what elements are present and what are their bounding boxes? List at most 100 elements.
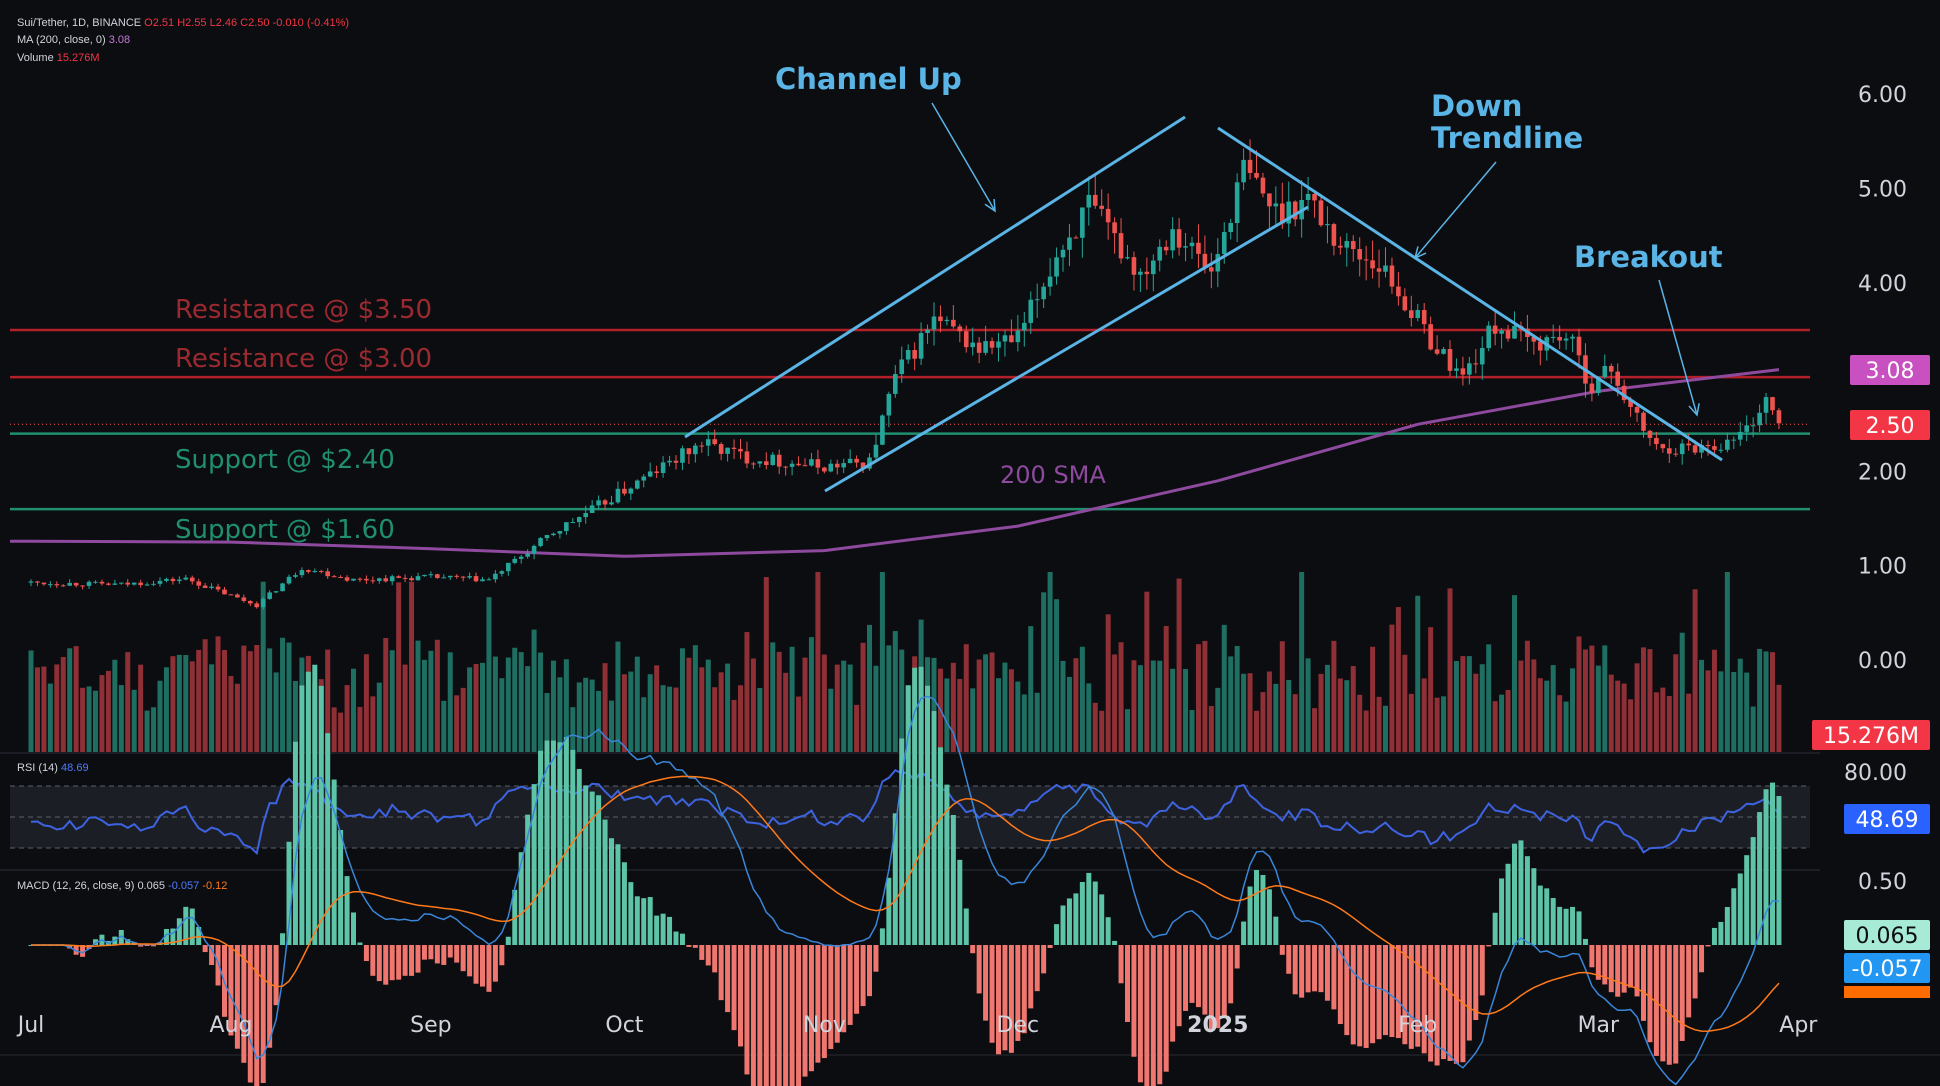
candle-body: [1157, 246, 1163, 261]
candle-body: [622, 488, 627, 494]
candle-body: [1467, 363, 1472, 375]
volume-bar: [138, 664, 144, 752]
macd-hist-bar: [1408, 945, 1414, 1049]
breakout-arrow-head: [1688, 403, 1700, 417]
x-tick-label: Jul: [16, 1013, 45, 1038]
volume-bar: [712, 687, 718, 752]
macd-hist-bar: [834, 945, 840, 1043]
volume-bar: [789, 646, 795, 752]
candle-body: [1499, 330, 1504, 334]
candle-body: [35, 581, 40, 583]
macd-hist-bar: [692, 945, 698, 948]
candle-body: [1396, 286, 1401, 297]
volume-bar: [1234, 645, 1240, 752]
candle-body: [1712, 446, 1717, 450]
candle-body: [1292, 201, 1298, 220]
candle-body: [1409, 310, 1414, 319]
macd-hist-bar: [854, 945, 860, 1014]
macd-hist-bar: [1660, 945, 1666, 1062]
sma-200-line: [10, 368, 1780, 558]
macd-hist-bar: [1557, 906, 1563, 945]
macd-hist-bar: [338, 829, 344, 945]
volume-bar: [634, 656, 640, 752]
macd-hist-bar: [718, 945, 724, 1001]
candle-body: [1318, 200, 1324, 226]
candle-body: [1679, 443, 1685, 455]
macd-hist-bar: [634, 896, 640, 945]
macd-hist-bar: [1260, 874, 1266, 945]
macd-hist-bar: [1499, 878, 1505, 945]
macd-hist-bar: [1776, 796, 1782, 945]
candle-body: [1660, 444, 1666, 449]
macd-hist-bar: [1602, 945, 1608, 985]
volume-bar: [596, 690, 602, 752]
macd-hist-bar: [163, 928, 169, 945]
down-trendline-label: Down: [1431, 89, 1522, 123]
volume-bar: [1460, 656, 1466, 752]
macd-hist-bar: [357, 942, 363, 945]
volume-bar: [1615, 680, 1621, 752]
macd-hist-bar: [1079, 882, 1085, 945]
macd-hist-bar: [879, 928, 885, 945]
macd-hist-bar: [344, 876, 350, 945]
volume-bar: [1241, 673, 1247, 752]
candle-body: [886, 393, 892, 416]
volume-bar: [1621, 683, 1627, 752]
rsi-badge: [1844, 804, 1930, 834]
volume-bar: [841, 660, 847, 752]
volume-bar: [1718, 671, 1724, 752]
volume-bar: [157, 680, 163, 752]
candle-body: [344, 577, 350, 581]
macd-hist-bar: [1486, 945, 1492, 947]
macd-hist-bar: [376, 945, 382, 982]
volume-bar: [576, 682, 582, 752]
macd-hist-bar: [1595, 945, 1601, 980]
candle-body: [80, 585, 85, 587]
candle-body: [106, 583, 111, 585]
candle-body: [1479, 348, 1485, 365]
candle-body: [280, 583, 285, 592]
candle-body: [641, 476, 647, 481]
macd-hist-bar: [1376, 945, 1382, 1040]
candle-body: [1144, 271, 1150, 275]
macd-hist-bar: [1002, 945, 1008, 1051]
macd-hist-bar: [763, 945, 769, 1086]
candle-body: [1550, 336, 1556, 338]
candle-body: [222, 589, 227, 595]
volume-bar: [1486, 644, 1492, 752]
macd-hist-bar: [963, 908, 969, 945]
macd-tick-label: 0.50: [1858, 870, 1907, 895]
volume-bar: [667, 686, 673, 752]
macd-hist-bar: [428, 945, 434, 960]
x-tick-label: Dec: [997, 1013, 1040, 1038]
candle-body: [802, 465, 808, 467]
macd-hist-bar: [621, 862, 627, 945]
macd-hist-bar: [796, 945, 802, 1086]
candle-body: [1641, 412, 1646, 431]
macd-hist-bar: [1273, 916, 1279, 945]
candle-body: [912, 350, 917, 359]
candle-body: [1067, 237, 1072, 250]
macd-hist-bar: [1047, 945, 1053, 948]
volume-bar: [873, 665, 879, 752]
candle-body: [1234, 182, 1240, 224]
volume-bar: [54, 664, 60, 752]
candle-body: [196, 581, 201, 586]
volume-bar: [1744, 672, 1750, 752]
candle-body: [1118, 233, 1124, 259]
volume-bar: [602, 663, 608, 752]
macd-hist-bar: [473, 945, 479, 984]
macd-hist-bar: [725, 945, 731, 1013]
volume-bar: [1305, 658, 1311, 752]
ma-value: 3.08: [108, 34, 131, 46]
candle-body: [1041, 286, 1046, 300]
macd-hist-bar: [118, 929, 124, 945]
macd-hist-bar: [280, 933, 286, 945]
volume-bar: [1602, 645, 1608, 752]
macd-hist-bar: [1608, 945, 1614, 993]
volume-bar: [879, 572, 885, 752]
volume-bar: [718, 672, 724, 752]
candle-body: [164, 578, 169, 581]
volume-bar: [1582, 649, 1588, 752]
